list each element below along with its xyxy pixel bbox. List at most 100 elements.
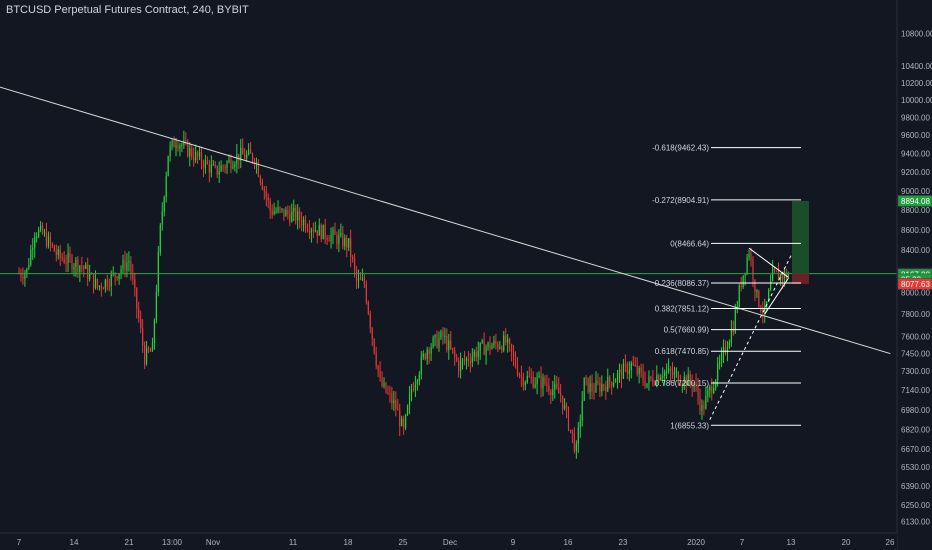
candle-body — [664, 371, 666, 377]
candle-body — [65, 262, 67, 264]
candle-body — [144, 345, 146, 365]
candle-body — [79, 265, 81, 272]
candle-body — [28, 264, 30, 269]
candle-body — [679, 383, 681, 385]
candle-body — [707, 390, 709, 396]
candle-body — [503, 335, 505, 351]
candle-body — [772, 269, 774, 282]
candle-body — [573, 434, 575, 452]
candle-body — [730, 329, 732, 343]
candle-body — [593, 391, 595, 393]
candle-body — [249, 149, 252, 154]
candle-body — [34, 236, 36, 248]
candle-body — [155, 292, 157, 321]
candle-body — [359, 278, 362, 280]
candle-body — [408, 394, 411, 406]
candle-body — [636, 365, 638, 374]
candle-body — [318, 225, 320, 236]
candle-body — [381, 377, 383, 387]
triangle-upper-line[interactable] — [748, 247, 789, 278]
time-tick-label: 2020 — [687, 538, 705, 547]
candle-body — [393, 400, 395, 404]
candle-body — [709, 386, 711, 391]
candle-body — [458, 360, 460, 371]
candle-body — [622, 363, 625, 379]
candle-body — [701, 405, 703, 411]
candle-body — [395, 400, 397, 409]
candle-body — [140, 318, 142, 329]
candle-body — [195, 151, 197, 161]
candle-body — [469, 361, 471, 363]
candle-body — [632, 363, 634, 365]
candle-body — [442, 331, 444, 337]
stop-loss-zone[interactable] — [792, 273, 809, 284]
candle-body — [459, 360, 462, 371]
candle-body — [461, 359, 464, 361]
candle-body — [597, 381, 599, 384]
time-tick-label: 25 — [399, 538, 408, 547]
candle-body — [132, 273, 134, 280]
candle-body — [236, 153, 238, 165]
candle-body — [732, 329, 734, 333]
candle-body — [750, 254, 752, 260]
candle-body — [591, 383, 593, 392]
candle-body — [51, 243, 53, 246]
candle-body — [142, 328, 144, 346]
candle-body — [713, 387, 715, 393]
candle-body — [717, 363, 719, 381]
candle-body — [200, 152, 203, 164]
candle-body — [340, 232, 342, 236]
candle-body — [336, 234, 338, 245]
candle-body — [768, 290, 770, 302]
candle-body — [134, 279, 136, 288]
candle-body — [357, 278, 360, 281]
candle-body — [283, 208, 285, 217]
candle-body — [242, 147, 244, 155]
candle-body — [346, 237, 348, 248]
candle-body — [228, 159, 230, 163]
time-tick-label: Dec — [443, 538, 457, 547]
candle-body — [446, 335, 448, 350]
candle-body — [269, 200, 271, 211]
candle-body — [603, 384, 605, 387]
price-tick-label: 10000.00 — [901, 96, 932, 105]
candle-body — [420, 356, 422, 375]
price-tick-label: 7140.00 — [901, 386, 930, 395]
time-tick-label: 7 — [17, 538, 22, 547]
price-tags: 8894.088174.868167.0005:338077.63 — [897, 195, 932, 290]
descending-trendline[interactable] — [0, 79, 891, 355]
price-tick-label: 8000.00 — [901, 288, 930, 297]
candle-body — [683, 376, 685, 385]
dashed-projection-line[interactable] — [709, 244, 797, 420]
candle-body — [406, 405, 409, 415]
candle-body — [104, 279, 106, 289]
candle-body — [705, 395, 707, 409]
candle-body — [399, 410, 401, 426]
candle-body — [640, 367, 642, 373]
time-axis-background — [0, 533, 897, 550]
fib-level-label: 0.786(7200.15) — [655, 379, 710, 388]
candle-body — [157, 252, 159, 293]
candle-body — [71, 257, 73, 270]
candle-body — [562, 395, 564, 409]
candle-body — [560, 393, 562, 396]
candle-body — [540, 375, 542, 389]
profit-target-zone[interactable] — [792, 200, 809, 274]
candle-body — [138, 308, 140, 319]
candle-body — [226, 162, 228, 168]
candle-body — [361, 278, 364, 280]
candle-body — [450, 340, 452, 348]
candle-body — [630, 363, 632, 371]
candle-body — [193, 156, 195, 161]
price-tick-label: 6670.00 — [901, 445, 930, 454]
candle-body — [477, 351, 479, 358]
price-tick-label: 7800.00 — [901, 310, 930, 319]
candle-body — [605, 386, 607, 392]
candle-body — [770, 281, 772, 291]
price-tick-label: 9000.00 — [901, 187, 930, 196]
candle-body — [589, 383, 591, 393]
price-tick-label: 6980.00 — [901, 406, 930, 415]
candle-body — [102, 288, 104, 290]
candle-body — [542, 377, 544, 389]
